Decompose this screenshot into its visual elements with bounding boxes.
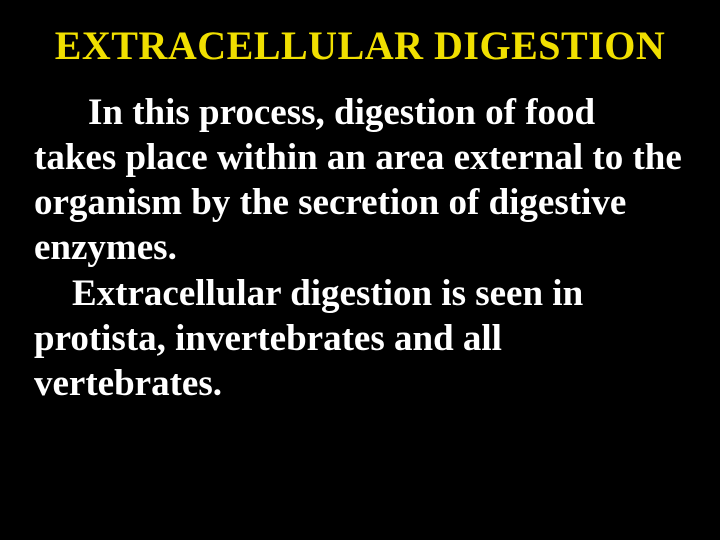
slide-title: EXTRACELLULAR DIGESTION bbox=[34, 24, 686, 68]
body-paragraph-2: Extracellular digestion is seen in proti… bbox=[34, 271, 686, 406]
slide-container: EXTRACELLULAR DIGESTION In this process,… bbox=[0, 0, 720, 540]
body-paragraph-1: In this process, digestion of food takes… bbox=[34, 90, 686, 271]
slide-body: In this process, digestion of food takes… bbox=[34, 90, 686, 406]
